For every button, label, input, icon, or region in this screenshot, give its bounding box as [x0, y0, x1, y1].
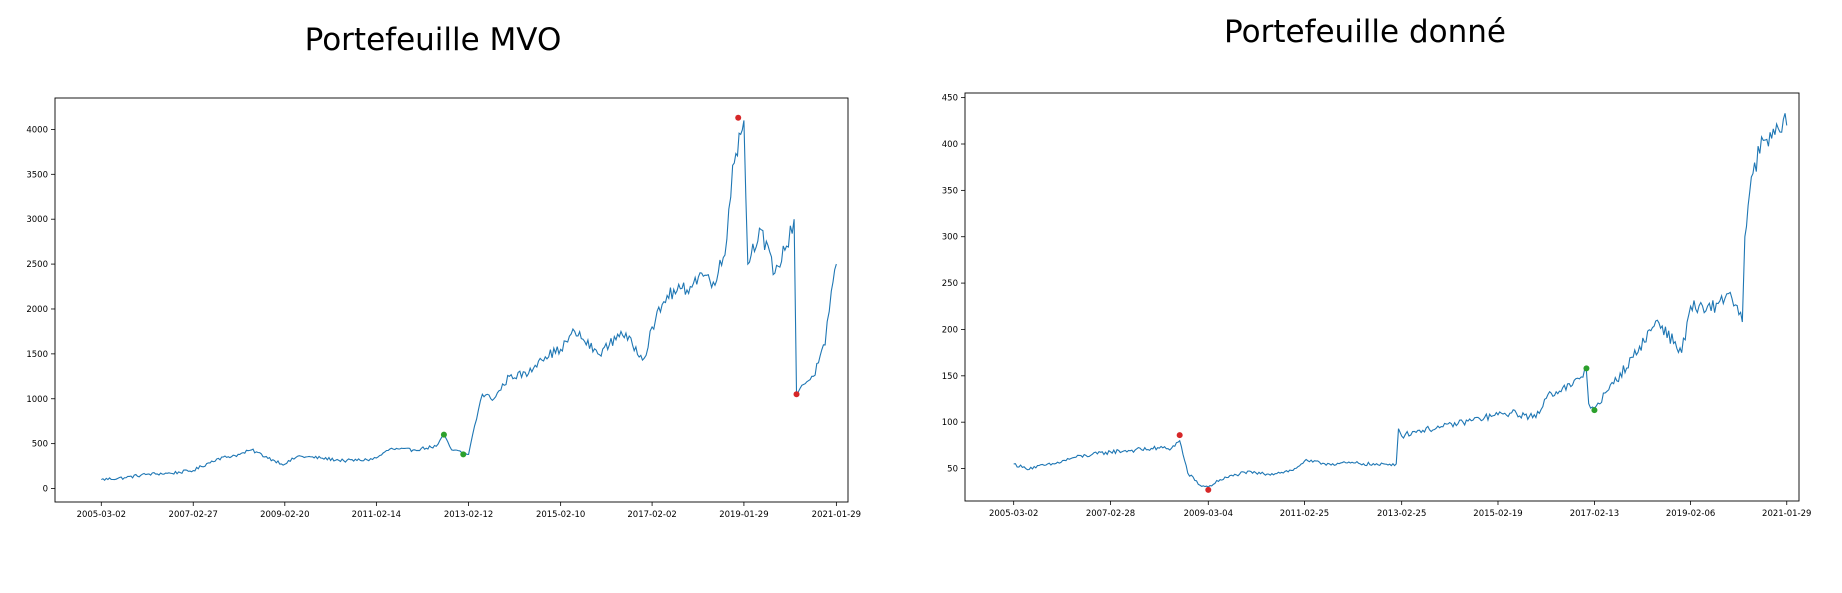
x-tick-label: 2011-02-14: [352, 510, 401, 520]
x-tick-label: 2019-01-29: [719, 510, 768, 520]
x-tick-label: 2007-02-27: [169, 510, 218, 520]
chart-title-mvo: Portefeuille MVO: [304, 22, 562, 58]
x-tick-label: 2009-02-20: [260, 510, 309, 520]
y-tick-label: 1500: [26, 350, 48, 360]
x-tick-label: 2017-02-02: [627, 510, 676, 520]
red-marker: [735, 114, 742, 121]
red-marker: [793, 391, 800, 398]
y-tick-label: 3000: [26, 215, 48, 225]
x-tick-label: 2015-02-10: [536, 510, 585, 520]
x-tick-label: 2013-02-12: [444, 510, 493, 520]
plot-frame: [54, 97, 849, 503]
y-tick-label: 1000: [26, 395, 48, 405]
green-marker: [460, 451, 467, 458]
green-marker: [440, 431, 447, 438]
y-tick-label: 3500: [26, 170, 48, 180]
y-tick-label: 0: [43, 485, 48, 495]
series-line: [101, 120, 837, 482]
y-tick-label: 2500: [26, 260, 48, 270]
y-tick-label: 500: [32, 440, 48, 450]
y-tick-label: 2000: [26, 305, 48, 315]
y-tick-label: 4000: [26, 125, 48, 135]
chart-title-donne: Portefeuille donné: [1224, 14, 1506, 50]
x-tick-label: 2005-03-02: [77, 510, 126, 520]
x-tick-label: 2021-01-29: [812, 510, 861, 520]
